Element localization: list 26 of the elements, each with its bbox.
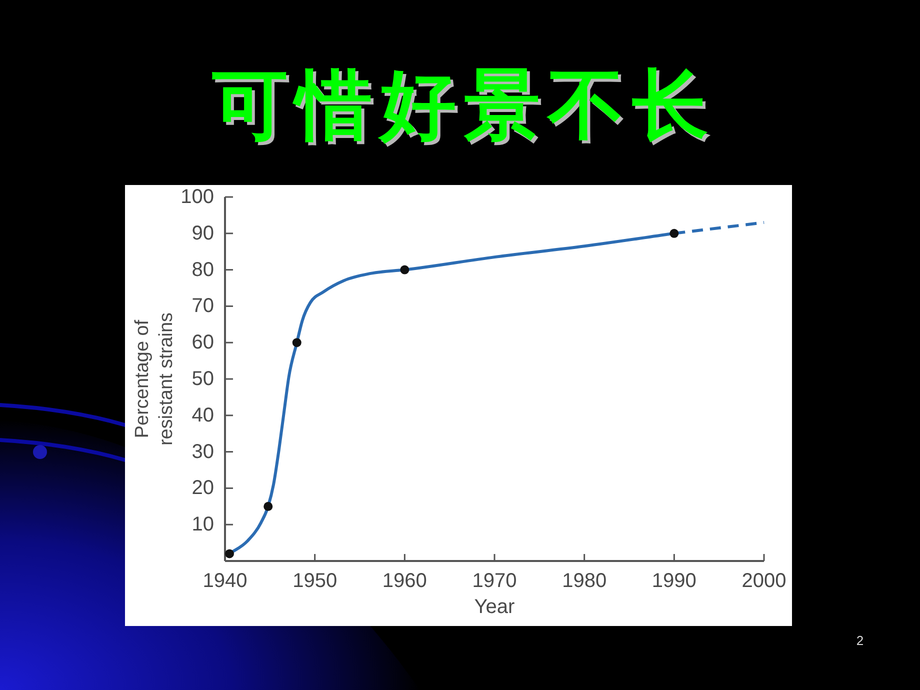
point: [292, 338, 302, 348]
x-tick-label: 1990: [652, 570, 696, 592]
chart-title: 可惜好景不长: [211, 60, 716, 149]
point: [264, 502, 273, 511]
y-tick-label: 40: [192, 404, 214, 426]
x-tick-label: 1970: [472, 570, 517, 592]
y-tick-label: 50: [192, 368, 214, 390]
y-tick-label: 70: [192, 295, 214, 318]
point: [670, 228, 679, 238]
x-tick-label: 1960: [382, 570, 427, 592]
y-tick-label: 30: [192, 440, 214, 463]
x-axis-title: Year: [474, 596, 516, 618]
text: 2: [856, 633, 864, 648]
point: [224, 549, 234, 558]
y-tick-label: 100: [180, 186, 214, 208]
x-tick-label: 1980: [562, 570, 607, 592]
y-tick-label: 60: [192, 332, 214, 354]
y-tick-label: 80: [192, 258, 214, 281]
y-axis-title: Percentage of resistant strains: [132, 312, 177, 446]
point: [400, 265, 410, 274]
x-tick-label: 1950: [292, 570, 338, 592]
x-tick-label: 2000: [742, 570, 786, 592]
y-tick-label: 20: [192, 477, 214, 500]
x-tick-label: 1940: [202, 570, 248, 592]
y-tick-label: 90: [192, 222, 214, 244]
y-tick-label: 10: [192, 514, 214, 536]
